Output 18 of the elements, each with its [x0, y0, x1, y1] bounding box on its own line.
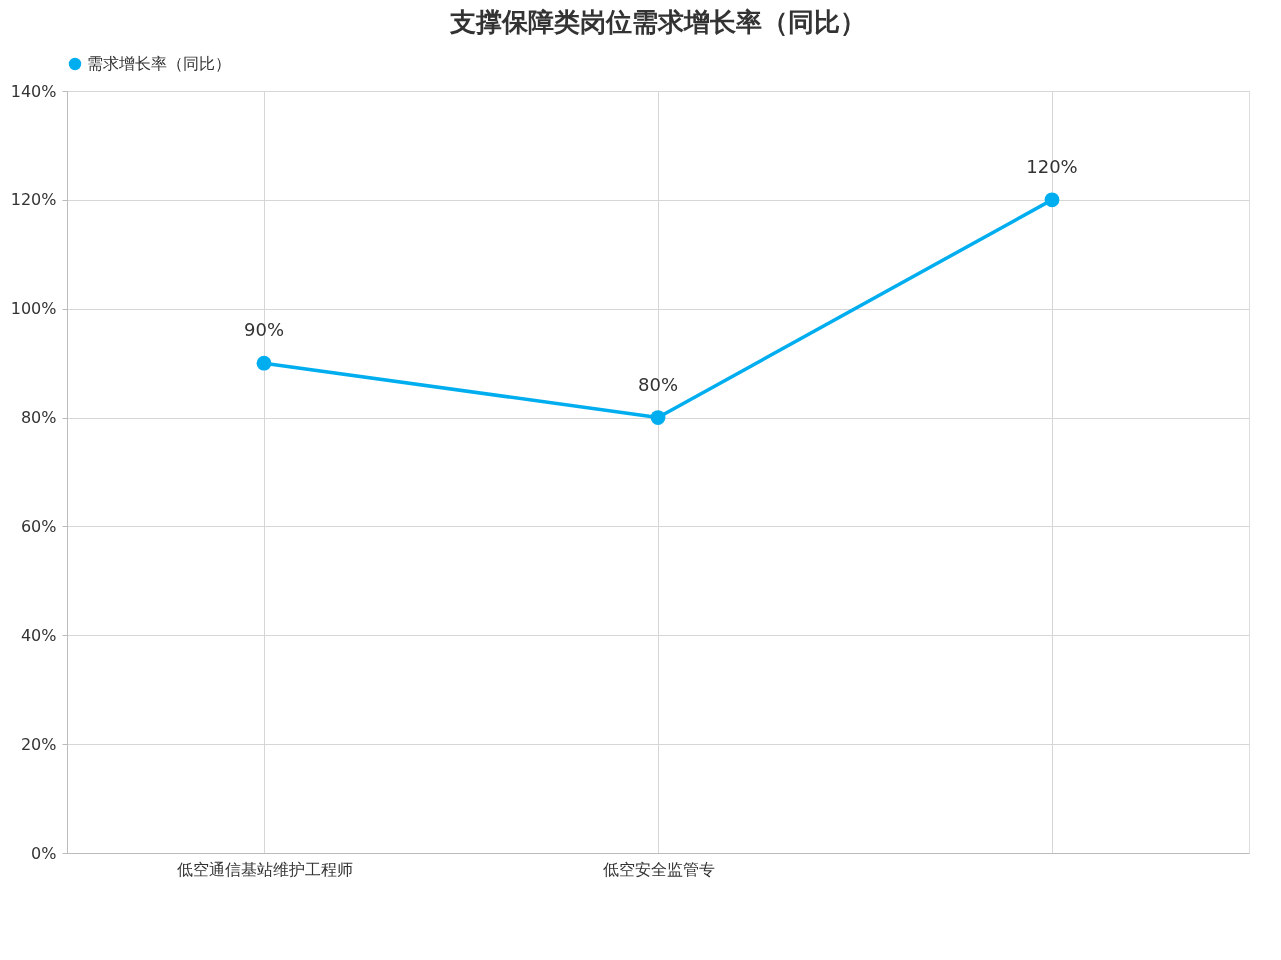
point: [256, 355, 272, 371]
y-tick-label: 120%: [10, 190, 57, 210]
chart-title: 支撑保障类岗位需求增长率（同比）: [449, 7, 866, 37]
x-tick-label: 低空安全监管专: [602, 859, 715, 879]
point: [1044, 192, 1060, 208]
y-tick-label: 140%: [10, 81, 57, 101]
data-label: 80%: [637, 373, 679, 395]
x-tick-label: 低空通信基站维护工程师: [176, 859, 353, 879]
y-tick-label: 20%: [20, 734, 57, 754]
y-tick-label: 40%: [20, 625, 57, 645]
data-label: 120%: [1026, 155, 1078, 177]
data-label: 90%: [243, 319, 285, 341]
y-tick-label: 60%: [20, 516, 57, 536]
y-tick-label: 100%: [10, 299, 57, 319]
legend-label: 需求增长率（同比）: [87, 54, 231, 73]
y-tick-label: 80%: [20, 408, 57, 428]
point: [650, 410, 666, 425]
y-tick-label: 0%: [31, 843, 57, 863]
